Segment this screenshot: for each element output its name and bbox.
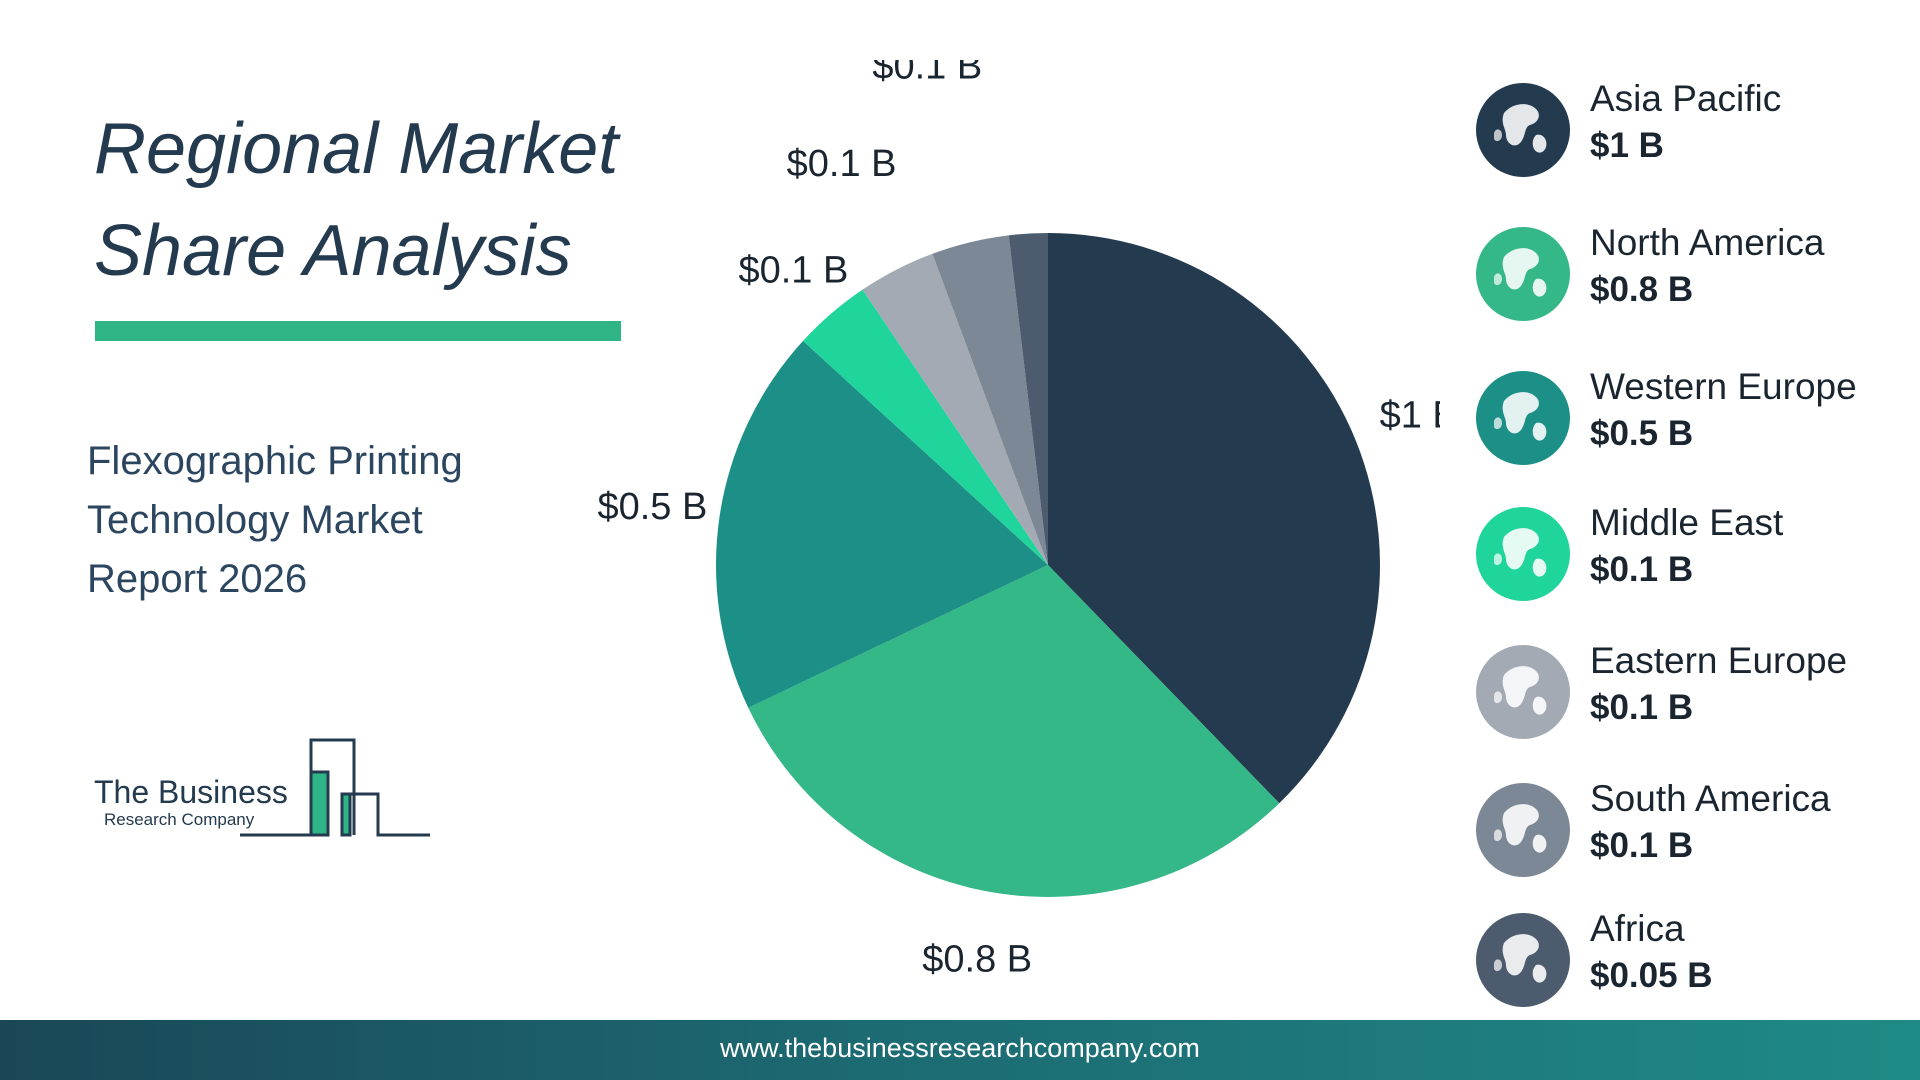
legend-item-middle-east: Middle East $0.1 B xyxy=(1470,502,1910,602)
title-underline xyxy=(95,321,621,341)
pie-slice-north-america xyxy=(748,565,1280,897)
globe-eastern-europe-icon xyxy=(1476,645,1570,739)
logo-buildings-icon xyxy=(240,738,430,837)
pie-label-north-america: $0.8 B xyxy=(922,939,1032,980)
logo-text-line-2: Research Company xyxy=(104,810,255,829)
legend-name: Western Europe xyxy=(1590,366,1857,407)
globe-north-america-icon xyxy=(1476,227,1570,321)
pie-slice-africa xyxy=(1008,233,1048,565)
legend-name: Eastern Europe xyxy=(1590,640,1848,681)
pie-slice-middle-east xyxy=(803,289,1048,565)
pie-slice-south-america xyxy=(932,235,1048,565)
legend-item-eastern-europe: Eastern Europe $0.1 B xyxy=(1470,640,1910,740)
page-title: Regional Market Share Analysis xyxy=(94,98,694,302)
pie-chart: $1 B$0.8 B$0.5 B$0.1 B$0.1 B$0.1 B$0.05 … xyxy=(597,60,1440,980)
legend-item-africa: Africa $0.05 B xyxy=(1470,908,1910,1008)
legend-value: $0.5 B xyxy=(1590,414,1694,453)
footer-bar: www.thebusinessresearchcompany.com xyxy=(0,1020,1920,1080)
logo-text-line-1: The Business xyxy=(94,774,288,810)
legend-value: $0.8 B xyxy=(1590,270,1694,309)
report-subtitle-line-3: Report 2026 xyxy=(87,557,308,601)
legend-value: $0.1 B xyxy=(1590,550,1694,589)
legend-value: $0.05 B xyxy=(1590,956,1713,995)
pie-slice-asia-pacific xyxy=(1048,233,1380,804)
report-subtitle: Flexographic Printing Technology Market … xyxy=(87,432,547,609)
pie-label-south-america: $0.1 B xyxy=(872,60,982,87)
legend-value: $0.1 B xyxy=(1590,688,1694,727)
pie-label-eastern-europe: $0.1 B xyxy=(787,143,897,185)
report-subtitle-line-2: Technology Market xyxy=(87,498,423,542)
legend-name: Middle East xyxy=(1590,502,1784,543)
legend-item-north-america: North America $0.8 B xyxy=(1470,222,1910,322)
pie-slice-western-europe xyxy=(716,340,1048,708)
legend-name: North America xyxy=(1590,222,1825,263)
legend-name: Africa xyxy=(1590,908,1685,949)
globe-africa-icon xyxy=(1476,913,1570,1007)
legend-item-western-europe: Western Europe $0.5 B xyxy=(1470,366,1910,466)
legend-name: South America xyxy=(1590,778,1831,819)
company-logo: The Business Research Company xyxy=(92,732,442,844)
globe-western-europe-icon xyxy=(1476,371,1570,465)
page-title-line-2: Share Analysis xyxy=(94,211,572,291)
pie-label-asia-pacific: $1 B xyxy=(1380,395,1440,437)
footer-url[interactable]: www.thebusinessresearchcompany.com xyxy=(720,1033,1200,1063)
legend-item-asia-pacific: Asia Pacific $1 B xyxy=(1470,78,1910,178)
pie-label-middle-east: $0.1 B xyxy=(738,250,848,292)
legend-value: $1 B xyxy=(1590,126,1664,165)
legend-item-south-america: South America $0.1 B xyxy=(1470,778,1910,878)
report-subtitle-line-1: Flexographic Printing xyxy=(87,439,463,483)
globe-asia-icon xyxy=(1476,83,1570,177)
page-title-line-1: Regional Market xyxy=(94,109,619,189)
pie-slice-eastern-europe xyxy=(862,253,1048,565)
pie-label-western-europe: $0.5 B xyxy=(597,486,707,528)
globe-south-america-icon xyxy=(1476,783,1570,877)
pie-labels: $1 B$0.8 B$0.5 B$0.1 B$0.1 B$0.1 B$0.05 … xyxy=(597,60,1440,980)
legend-value: $0.1 B xyxy=(1590,826,1694,865)
legend-name: Asia Pacific xyxy=(1590,78,1782,119)
globe-middle-east-icon xyxy=(1476,507,1570,601)
pie-slices xyxy=(716,233,1380,897)
